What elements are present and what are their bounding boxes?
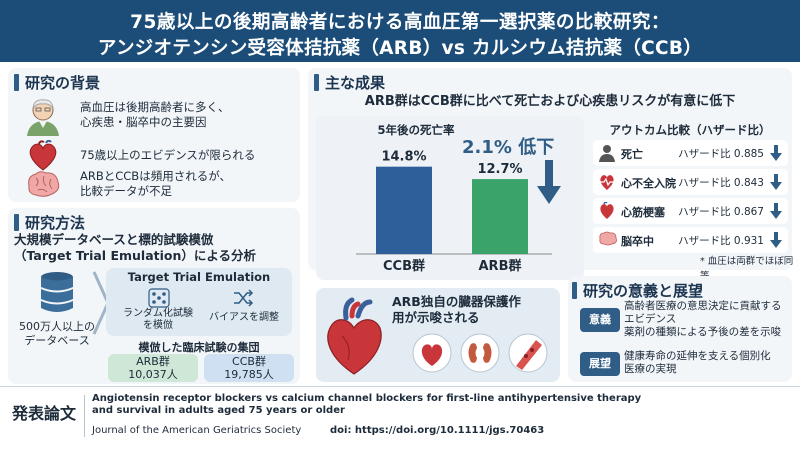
bar-1: [472, 179, 528, 254]
down-arrow-icon: [770, 145, 782, 165]
down-arrow-icon: [770, 232, 782, 252]
hr-label: 心筋梗塞: [621, 206, 665, 219]
results-headline: ARB群はCCB群に比べて死亡および心疾患リスクが有意に低下: [364, 94, 736, 109]
tte-right-label: バイアスを調整: [209, 312, 279, 323]
footer-divider: [0, 386, 800, 387]
shuffle-icon: [234, 289, 254, 307]
hr-row: 脳卒中 ハザード比 0.931: [593, 227, 788, 253]
page-header: 75歳以上の後期高齢者における高血圧第一選択薬の比較研究： アンジオテンシン受容…: [0, 0, 800, 62]
doi-link[interactable]: doi: https://doi.org/10.1111/jgs.70463: [330, 425, 545, 436]
arb-group-box: ARB群 10,037人: [108, 354, 198, 382]
blood-vessel-icon: [508, 333, 548, 373]
paper-title: Angiotensin receptor blockers vs calcium…: [92, 393, 642, 416]
data-label-1: 12.7%: [477, 162, 522, 177]
tte-title: Target Trial Emulation: [127, 270, 271, 284]
hr-value: ハザード比 0.843: [678, 177, 764, 189]
brain-icon: [28, 171, 60, 197]
background-title: 研究の背景: [14, 72, 100, 93]
down-arrow-icon: [537, 160, 561, 204]
outlook-text: 健康寿命の延伸を支える個別化 医療の実現: [624, 350, 771, 375]
footer-vertical-divider: [84, 395, 85, 437]
reduction-label: 2.1% 低下: [462, 137, 555, 158]
significance-title: 研究の意義と展望: [572, 280, 703, 301]
title-line-2: アンジオテンシン受容体拮抗薬（ARB）vs カルシウム拮抗薬（CCB）: [97, 38, 703, 59]
hr-value: ハザード比 0.885: [678, 148, 764, 160]
heart-organ-icon: [327, 297, 382, 375]
person-icon: [598, 144, 616, 166]
hr-row: 死亡 ハザード比 0.885: [593, 140, 788, 166]
methods-title: 研究方法: [14, 212, 85, 233]
hr-title: アウトカム比較（ハザード比）: [609, 123, 771, 137]
background-item-2: 75歳以上のエビデンスが限られる: [80, 148, 256, 162]
methods-subtitle: 大規模データベースと標的試験模倣 （Target Trial Emulation…: [14, 232, 256, 263]
tte-box: [106, 268, 292, 336]
brain-icon: [598, 231, 618, 251]
tte-left-label: ランダム化試験 を模倣: [123, 308, 193, 331]
background-item-1: 高血圧は後期高齢者に多く、 心疾患・脳卒中の主要因: [80, 100, 230, 129]
data-label-0: 14.8%: [381, 150, 426, 165]
cohort-title: 模倣した臨床試験の集団: [138, 341, 260, 354]
heart-icon: [598, 201, 616, 224]
category-label-1: ARB群: [479, 258, 522, 274]
heart-icon: [29, 140, 57, 171]
category-label-0: CCB群: [383, 258, 425, 274]
journal-name: Journal of the American Geriatrics Socie…: [92, 425, 302, 436]
significance-badge: 意義: [580, 308, 620, 332]
hr-label: 死亡: [621, 148, 643, 161]
randomize-icon: [148, 288, 170, 308]
hr-label: 心不全入院: [621, 177, 676, 190]
ccb-group-box: CCB群 19,785人: [204, 354, 294, 382]
significance-text: 高齢者医療の意思決定に貢献する エビデンス 薬剤の種類による予後の差を示唆: [624, 300, 782, 338]
outlook-badge: 展望: [580, 352, 620, 376]
footer-label: 発表論文: [12, 404, 77, 423]
hr-row: 心不全入院 ハザード比 0.843: [593, 169, 788, 195]
hr-label: 脳卒中: [621, 235, 654, 248]
database-label: 500万人以上の データベース: [19, 320, 95, 347]
heartbeat-icon: [598, 173, 616, 195]
chart-panel: [316, 116, 584, 280]
results-title: 主な成果: [314, 72, 385, 93]
bar-0: [376, 166, 432, 254]
hr-value: ハザード比 0.931: [678, 235, 764, 247]
background-item-3: ARBとCCBは頻用されるが、 比較データが不足: [80, 169, 231, 198]
elderly-person-icon: [27, 99, 59, 136]
mortality-chart: 14.8% CCB群 12.7% ARB群: [356, 150, 552, 274]
down-arrow-icon: [770, 174, 782, 194]
chart-title: 5年後の死亡率: [377, 123, 455, 137]
database-icon: [41, 272, 73, 312]
down-arrow-icon: [770, 203, 782, 223]
kidney-icon: [460, 333, 500, 373]
title-line-1: 75歳以上の後期高齢者における高血圧第一選択薬の比較研究：: [130, 12, 670, 33]
heart-small-icon: [412, 333, 452, 373]
hr-value: ハザード比 0.867: [678, 206, 764, 218]
organ-text: ARB独自の臓器保護作 用が示唆される: [392, 294, 521, 325]
hr-row: 心筋梗塞 ハザード比 0.867: [593, 198, 788, 224]
